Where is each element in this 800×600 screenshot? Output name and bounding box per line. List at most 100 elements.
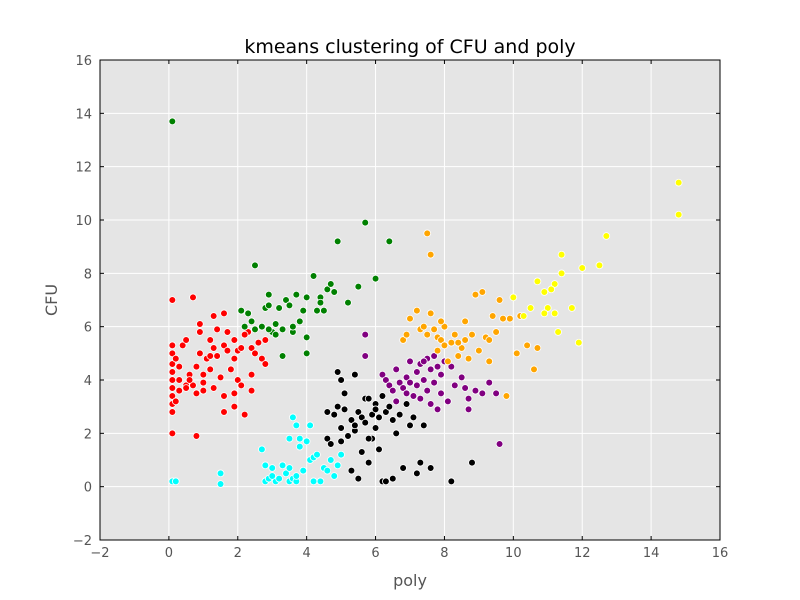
y-tick-label: 4 (84, 374, 92, 389)
data-point (323, 466, 332, 475)
data-point (450, 381, 459, 390)
data-point (240, 410, 249, 419)
data-point (337, 450, 345, 459)
data-point (323, 408, 332, 416)
data-point (526, 304, 535, 312)
data-point (395, 410, 404, 419)
data-point (375, 413, 383, 422)
data-point (543, 304, 552, 312)
data-point (258, 322, 266, 331)
data-point (340, 405, 349, 414)
data-point (550, 280, 559, 288)
x-tick-label: 0 (165, 546, 173, 561)
data-point (430, 378, 438, 387)
cluster-3 (168, 413, 345, 488)
data-point (433, 346, 442, 355)
data-point (189, 381, 197, 390)
y-tick-label: 16 (75, 54, 92, 69)
data-point (199, 378, 208, 387)
data-point (302, 333, 311, 342)
data-point (316, 477, 325, 486)
data-point (213, 352, 221, 360)
data-point (292, 290, 301, 299)
data-point (333, 368, 342, 376)
plot-background (100, 60, 720, 540)
data-point (209, 312, 218, 320)
data-point (182, 336, 190, 344)
cluster-7 (509, 178, 683, 347)
cluster-2 (168, 117, 394, 360)
data-point (220, 408, 228, 416)
data-point (392, 365, 401, 374)
data-point (344, 298, 352, 307)
data-point (230, 402, 239, 411)
data-point (168, 384, 177, 392)
data-point (457, 373, 466, 382)
data-point (361, 418, 370, 427)
data-point (275, 474, 283, 483)
data-point (171, 354, 180, 363)
data-point (275, 304, 283, 312)
data-point (289, 322, 297, 331)
data-point (168, 360, 177, 368)
data-point (237, 381, 246, 390)
x-axis-label: poly (393, 571, 427, 590)
data-point (168, 368, 177, 376)
data-point (533, 277, 542, 286)
data-point (261, 360, 270, 368)
y-tick-label: 2 (84, 427, 92, 442)
data-point (492, 328, 500, 336)
data-point (464, 354, 473, 363)
data-point (557, 269, 566, 278)
data-point (447, 362, 456, 371)
data-point (426, 365, 435, 374)
data-point (485, 357, 494, 366)
data-point (247, 386, 256, 395)
data-point (454, 338, 463, 347)
data-point (419, 421, 428, 430)
data-point (416, 394, 425, 403)
data-point (351, 370, 359, 379)
data-point (196, 328, 204, 336)
data-point (461, 384, 469, 392)
data-point (347, 416, 356, 424)
data-point (182, 384, 190, 392)
data-point (602, 232, 611, 240)
data-point (168, 392, 177, 400)
data-point (330, 410, 339, 419)
x-tick-label: 10 (505, 546, 522, 561)
data-point (475, 346, 483, 355)
data-point (447, 477, 456, 486)
data-point (399, 464, 407, 472)
data-point (364, 394, 373, 403)
data-point (409, 392, 418, 400)
data-point (471, 386, 480, 395)
data-point (406, 357, 414, 366)
data-point (461, 336, 469, 344)
data-point (468, 330, 476, 339)
data-point (406, 421, 414, 430)
data-point (419, 357, 428, 366)
data-point (295, 434, 304, 443)
data-point (378, 370, 387, 379)
data-point (168, 376, 177, 384)
data-point (461, 317, 469, 326)
data-point (450, 330, 459, 339)
data-point (244, 309, 252, 318)
data-point (523, 341, 531, 350)
data-point (220, 341, 228, 350)
data-point (468, 458, 476, 467)
data-point (454, 352, 463, 360)
data-point (385, 381, 394, 390)
x-tick-label: 6 (371, 546, 379, 561)
data-point (230, 354, 239, 363)
data-point (302, 293, 311, 302)
data-point (426, 464, 435, 472)
data-point (316, 298, 325, 307)
data-point (423, 229, 432, 238)
data-point (285, 434, 294, 443)
data-point (292, 472, 301, 480)
data-point (175, 376, 184, 384)
data-point (495, 440, 504, 448)
